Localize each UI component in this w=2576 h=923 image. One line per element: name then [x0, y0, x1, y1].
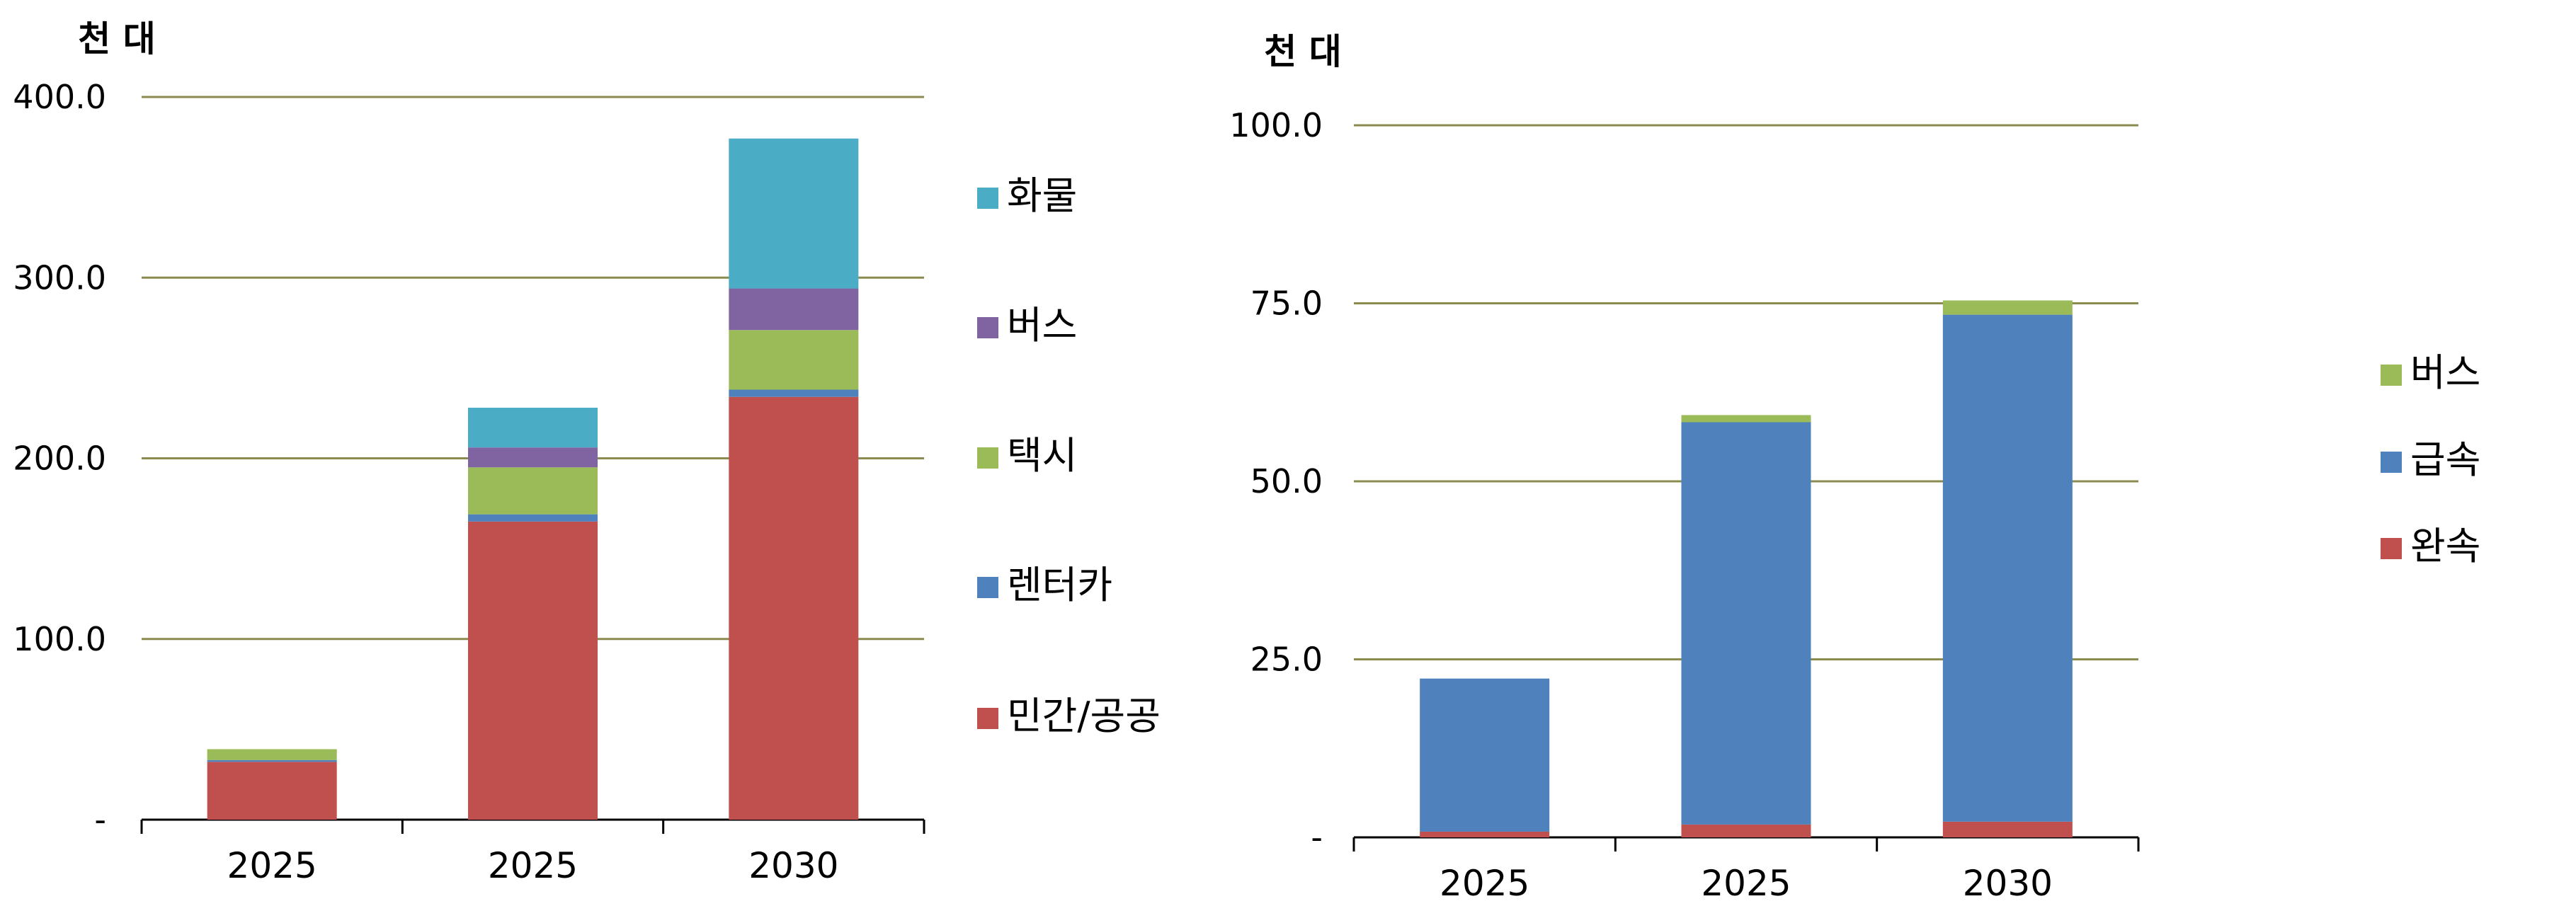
bar-segment — [468, 521, 598, 820]
y-unit-label: 천 대 — [78, 18, 155, 59]
legend-item: 완속 — [2381, 524, 2480, 568]
bar-segment — [1942, 821, 2073, 837]
y-tick-label: 100.0 — [1229, 106, 1323, 144]
legend-label: 택시 — [1007, 433, 1077, 478]
legend-swatch — [977, 708, 998, 729]
legend-item: 버스 — [977, 303, 1077, 348]
bar-segment — [1420, 678, 1550, 832]
bar-segment — [729, 138, 859, 289]
x-tick-label: 2030 — [748, 845, 838, 886]
bar-segment — [729, 396, 859, 820]
y-tick-label: 200.0 — [13, 440, 106, 478]
bar-segment — [468, 514, 598, 522]
x-tick-label: 2025 — [488, 845, 578, 886]
legend-swatch — [977, 188, 998, 209]
legend-swatch — [2381, 365, 2402, 386]
y-tick-label: - — [1311, 818, 1323, 856]
bar-segment — [207, 749, 337, 760]
x-tick-label: 2025 — [1701, 863, 1791, 904]
bar-segment — [729, 288, 859, 331]
legend-swatch — [2381, 452, 2402, 473]
bar-segment — [729, 330, 859, 390]
legend-swatch — [2381, 538, 2402, 559]
chart-1: 천 대 - 100.0 200.0 300.0 400.0 2025 2025 2030 민간/공… — [13, 18, 1161, 886]
legend-item: 화물 — [977, 173, 1077, 218]
legend-item: 급속 — [2381, 437, 2480, 482]
y-tick-label: 100.0 — [13, 620, 106, 658]
legend-label: 렌터카 — [1007, 563, 1112, 607]
legend-label: 급속 — [2410, 437, 2480, 482]
y-tick-label: 25.0 — [1250, 641, 1323, 679]
y-tick-label: - — [94, 801, 106, 839]
bar-segment — [207, 762, 337, 820]
bar-segment — [468, 447, 598, 468]
legend-label: 화물 — [1007, 173, 1077, 218]
bar-segment — [1681, 422, 1811, 825]
legend-swatch — [977, 317, 998, 338]
bar-segment — [207, 759, 337, 762]
bar-segment — [468, 467, 598, 515]
legend-item: 민간/공공 — [977, 694, 1161, 738]
y-tick-label: 50.0 — [1250, 462, 1323, 500]
x-tick-label: 2025 — [227, 845, 317, 886]
legend-item: 렌터카 — [977, 563, 1112, 607]
legend-label: 민간/공공 — [1007, 694, 1161, 738]
legend-label: 완속 — [2410, 524, 2480, 568]
bar-segment — [1681, 824, 1811, 837]
x-tick-label: 2025 — [1440, 863, 1529, 904]
bar-segment — [1420, 831, 1550, 837]
y-tick-label: 400.0 — [13, 78, 106, 116]
legend-label: 버스 — [1007, 303, 1077, 348]
bar-segment — [468, 408, 598, 448]
y-unit-label: 천 대 — [1264, 31, 1341, 72]
bar-segment — [729, 389, 859, 397]
y-tick-label: 75.0 — [1250, 285, 1323, 323]
chart-2: 천 대 - 25.0 50.0 75.0 100.0 2025 2025 2030 완속 급속 버스 — [1229, 31, 2480, 904]
x-tick-label: 2030 — [1963, 863, 2053, 904]
legend-swatch — [977, 577, 998, 598]
legend-swatch — [977, 447, 998, 469]
bar-segment — [1681, 415, 1811, 423]
bar-segment — [1942, 314, 2073, 822]
legend-item: 택시 — [977, 433, 1077, 478]
legend-label: 버스 — [2410, 350, 2480, 395]
y-tick-label: 300.0 — [13, 258, 106, 297]
bar-segment — [1942, 300, 2073, 315]
legend-item: 버스 — [2381, 350, 2480, 395]
